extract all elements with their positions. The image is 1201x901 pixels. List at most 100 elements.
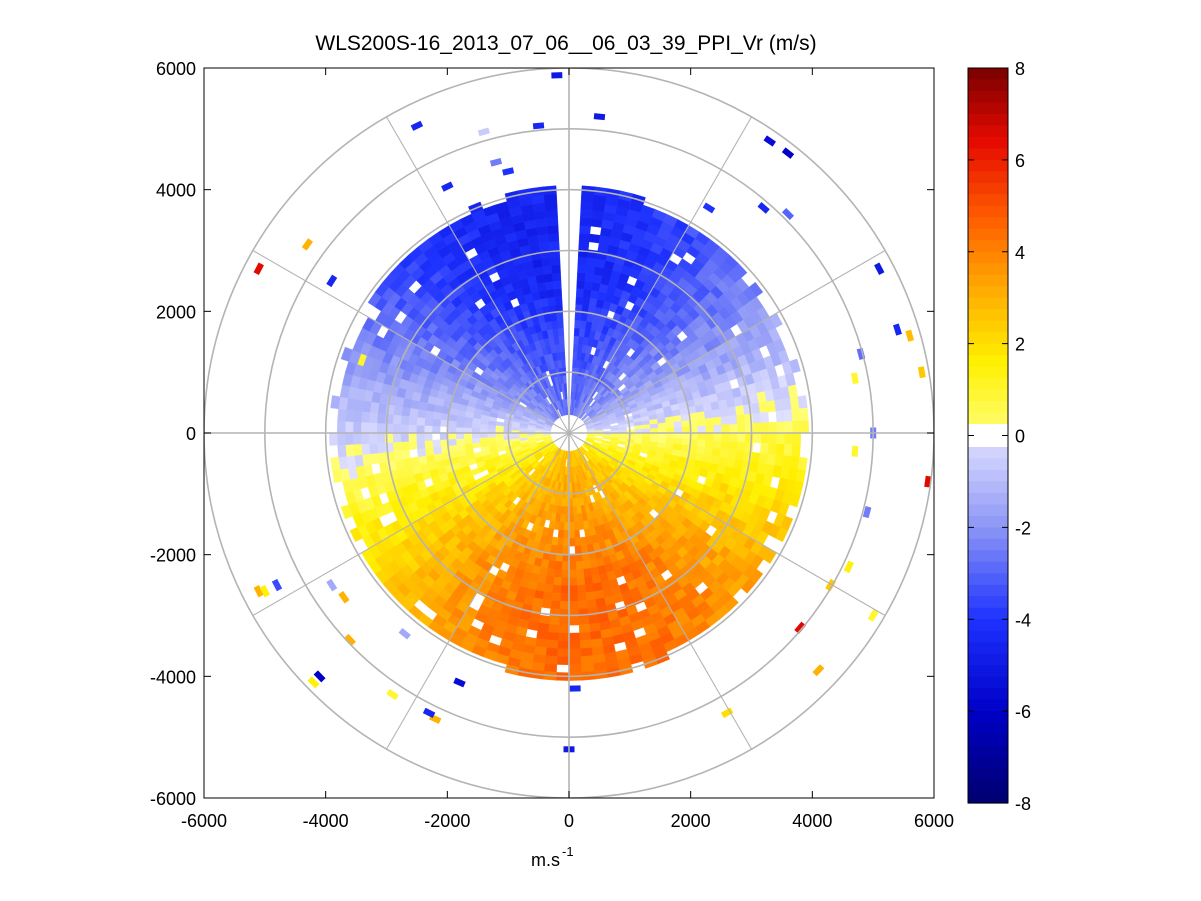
radial-spoke <box>386 432 570 750</box>
field-cell <box>767 443 778 455</box>
field-cell <box>400 441 410 451</box>
field-cell <box>425 454 436 464</box>
field-cell <box>704 417 714 427</box>
field-cell <box>574 319 582 329</box>
field-cell <box>368 432 378 444</box>
field-cell <box>735 405 745 416</box>
radial-spoke <box>568 432 752 750</box>
colorbar-band <box>968 240 1008 253</box>
colorbar-band <box>968 665 1008 678</box>
field-cell <box>737 423 746 434</box>
field-cell <box>560 577 570 586</box>
colorbar-tick-label: -8 <box>1015 794 1031 814</box>
field-cell <box>540 297 550 308</box>
x-tick-label: -2000 <box>424 811 470 831</box>
field-cell <box>400 432 409 443</box>
field-cell <box>368 411 379 424</box>
field-cell <box>345 444 355 457</box>
field-cell <box>551 272 562 282</box>
field-cell <box>416 447 427 458</box>
field-cell <box>649 423 659 429</box>
field-cell <box>353 410 363 423</box>
colorbar-band <box>968 263 1008 276</box>
colorbar-band <box>968 492 1008 505</box>
colorbar-tick-label: -2 <box>1015 518 1031 538</box>
colorbar-band <box>968 182 1008 195</box>
field-cell <box>791 408 801 422</box>
field-cell <box>589 630 602 641</box>
colorbar-band <box>968 251 1008 264</box>
field-cell <box>577 592 587 602</box>
field-cell <box>536 630 549 641</box>
field-cell <box>550 600 561 610</box>
field-cell <box>732 263 748 279</box>
field-cell <box>697 418 706 427</box>
field-cell <box>800 420 809 434</box>
field-cell <box>330 456 341 471</box>
field-cell <box>560 351 566 361</box>
field-cell <box>721 432 730 442</box>
colorbar-band <box>968 401 1008 414</box>
field-cell <box>728 441 738 451</box>
field-cell <box>424 439 434 449</box>
x-tick-label: 4000 <box>792 811 832 831</box>
field-cell <box>550 256 561 266</box>
sparse-return <box>344 633 356 646</box>
y-tick-label: 6000 <box>156 59 196 79</box>
colorbar-band <box>968 194 1008 207</box>
sparse-return <box>253 262 264 275</box>
field-cell <box>558 624 570 634</box>
field-cell <box>369 401 380 414</box>
field-cell <box>681 426 691 434</box>
sparse-return <box>874 262 885 275</box>
field-cell <box>538 614 550 625</box>
field-cell <box>736 441 746 452</box>
colorbar-band <box>968 515 1008 528</box>
field-cell <box>580 544 589 554</box>
field-cell <box>495 436 504 441</box>
field-cell <box>680 413 690 422</box>
sparse-return <box>271 578 283 592</box>
colorbar-band <box>968 780 1008 793</box>
field-cell <box>552 328 560 338</box>
colorbar-band <box>968 734 1008 747</box>
sparse-return <box>489 157 503 167</box>
sparse-return <box>781 207 795 221</box>
field-cell <box>554 296 563 305</box>
field-cell <box>641 424 651 430</box>
field-cell <box>557 640 570 650</box>
field-cell <box>672 415 682 423</box>
field-cell <box>547 224 559 235</box>
field-cell <box>376 432 386 444</box>
field-cell <box>681 420 691 428</box>
field-cell <box>697 432 707 441</box>
field-cell <box>538 289 548 300</box>
field-cell <box>353 443 363 456</box>
field-cell <box>556 537 564 547</box>
colorbar-band <box>968 297 1008 310</box>
field-cell <box>584 583 595 593</box>
field-cell <box>455 426 465 434</box>
field-cell <box>479 437 489 443</box>
field-cell <box>665 427 675 434</box>
field-cell <box>557 648 570 658</box>
field-cell <box>423 425 433 434</box>
colorbar-band <box>968 113 1008 127</box>
field-cell <box>797 456 808 471</box>
field-cell <box>537 281 547 292</box>
field-cell <box>582 560 591 570</box>
field-cell <box>673 426 683 434</box>
field-cell <box>568 601 579 610</box>
field-cell <box>577 600 588 610</box>
field-cell <box>543 193 558 203</box>
field-cell <box>580 655 594 665</box>
field-cell <box>572 498 577 507</box>
field-cell <box>665 421 675 429</box>
x-axis-label-superscript: -1 <box>562 844 574 859</box>
field-cell <box>423 432 433 441</box>
field-cell <box>562 545 570 555</box>
field-cell <box>376 442 386 454</box>
field-cell <box>727 406 737 417</box>
field-cell <box>588 622 601 633</box>
